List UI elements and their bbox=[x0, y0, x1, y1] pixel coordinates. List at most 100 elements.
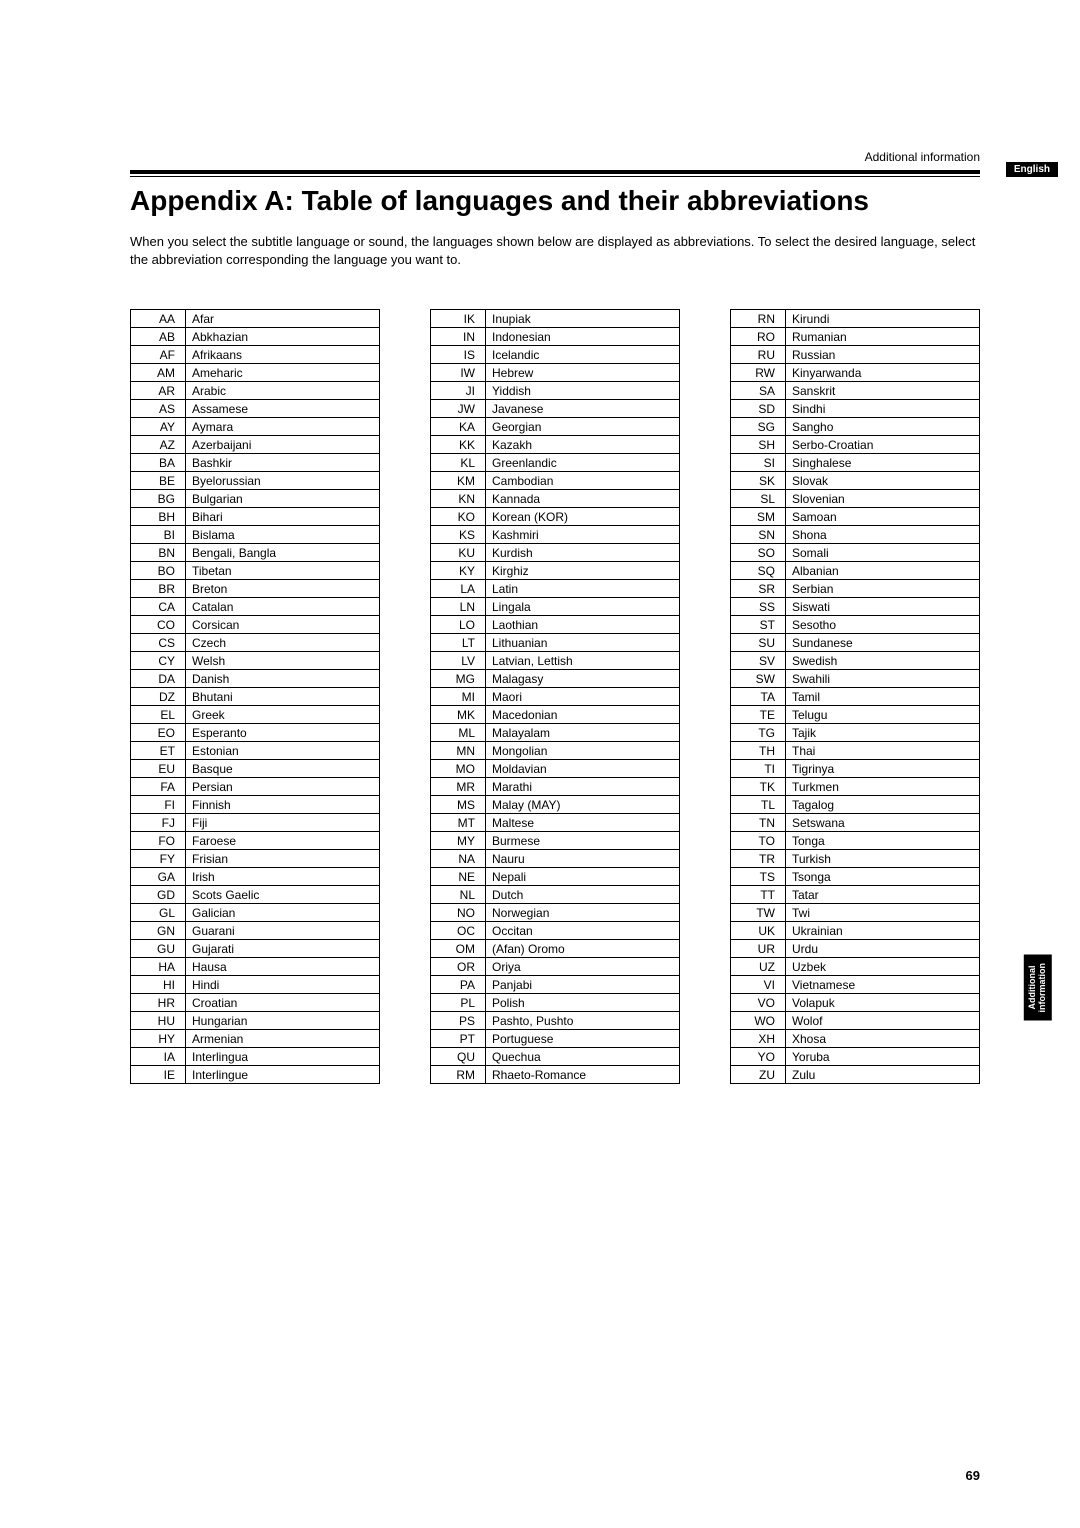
table-row: KLGreenlandic bbox=[431, 454, 680, 472]
lang-code: BR bbox=[131, 580, 186, 598]
table-row: BRBreton bbox=[131, 580, 380, 598]
lang-name: Urdu bbox=[786, 940, 980, 958]
lang-code: EU bbox=[131, 760, 186, 778]
lang-name: Icelandic bbox=[486, 346, 680, 364]
lang-code: TI bbox=[731, 760, 786, 778]
lang-name: Kazakh bbox=[486, 436, 680, 454]
table-row: MNMongolian bbox=[431, 742, 680, 760]
lang-name: Armenian bbox=[186, 1030, 380, 1048]
table-row: SWSwahili bbox=[731, 670, 980, 688]
lang-name: Cambodian bbox=[486, 472, 680, 490]
lang-code: SR bbox=[731, 580, 786, 598]
lang-code: XH bbox=[731, 1030, 786, 1048]
table-row: EOEsperanto bbox=[131, 724, 380, 742]
lang-name: Hebrew bbox=[486, 364, 680, 382]
lang-name: Kannada bbox=[486, 490, 680, 508]
lang-code: CO bbox=[131, 616, 186, 634]
table-row: GUGujarati bbox=[131, 940, 380, 958]
language-table-1: AAAfarABAbkhazianAFAfrikaansAMAmeharicAR… bbox=[130, 309, 380, 1084]
lang-code: JW bbox=[431, 400, 486, 418]
table-row: KNKannada bbox=[431, 490, 680, 508]
lang-code: ST bbox=[731, 616, 786, 634]
lang-name: Panjabi bbox=[486, 976, 680, 994]
lang-code: TL bbox=[731, 796, 786, 814]
lang-name: Galician bbox=[186, 904, 380, 922]
lang-code: EO bbox=[131, 724, 186, 742]
table-row: KYKirghiz bbox=[431, 562, 680, 580]
table-row: XHXhosa bbox=[731, 1030, 980, 1048]
table-row: NONorwegian bbox=[431, 904, 680, 922]
table-row: SLSlovenian bbox=[731, 490, 980, 508]
lang-name: Malagasy bbox=[486, 670, 680, 688]
table-row: KSKashmiri bbox=[431, 526, 680, 544]
lang-name: Greek bbox=[186, 706, 380, 724]
table-row: KKKazakh bbox=[431, 436, 680, 454]
lang-name: Sangho bbox=[786, 418, 980, 436]
table-row: ISIcelandic bbox=[431, 346, 680, 364]
lang-name: Turkmen bbox=[786, 778, 980, 796]
lang-code: IS bbox=[431, 346, 486, 364]
lang-name: Slovak bbox=[786, 472, 980, 490]
lang-name: Breton bbox=[186, 580, 380, 598]
language-badge: English bbox=[1006, 162, 1058, 177]
lang-code: KA bbox=[431, 418, 486, 436]
lang-name: Tamil bbox=[786, 688, 980, 706]
lang-name: Frisian bbox=[186, 850, 380, 868]
header: Additional information Appendix A: Table… bbox=[130, 150, 980, 217]
table-row: UZUzbek bbox=[731, 958, 980, 976]
table-row: SMSamoan bbox=[731, 508, 980, 526]
lang-name: Bashkir bbox=[186, 454, 380, 472]
table-row: LTLithuanian bbox=[431, 634, 680, 652]
table-row: HUHungarian bbox=[131, 1012, 380, 1030]
lang-code: AZ bbox=[131, 436, 186, 454]
lang-code: OC bbox=[431, 922, 486, 940]
lang-name: Finnish bbox=[186, 796, 380, 814]
lang-name: Volapuk bbox=[786, 994, 980, 1012]
lang-name: Albanian bbox=[786, 562, 980, 580]
table-row: TSTsonga bbox=[731, 868, 980, 886]
lang-code: GU bbox=[131, 940, 186, 958]
lang-code: LT bbox=[431, 634, 486, 652]
lang-name: Greenlandic bbox=[486, 454, 680, 472]
lang-code: UR bbox=[731, 940, 786, 958]
lang-name: Malayalam bbox=[486, 724, 680, 742]
lang-name: Serbian bbox=[786, 580, 980, 598]
table-row: TETelugu bbox=[731, 706, 980, 724]
lang-name: Samoan bbox=[786, 508, 980, 526]
lang-code: TN bbox=[731, 814, 786, 832]
lang-code: FY bbox=[131, 850, 186, 868]
lang-name: Tatar bbox=[786, 886, 980, 904]
table-row: ELGreek bbox=[131, 706, 380, 724]
page-number: 69 bbox=[966, 1468, 980, 1483]
lang-code: RM bbox=[431, 1066, 486, 1084]
lang-name: Georgian bbox=[486, 418, 680, 436]
lang-code: LV bbox=[431, 652, 486, 670]
lang-name: Vietnamese bbox=[786, 976, 980, 994]
lang-name: Thai bbox=[786, 742, 980, 760]
table-row: TTTatar bbox=[731, 886, 980, 904]
table-row: PLPolish bbox=[431, 994, 680, 1012]
table-row: WOWolof bbox=[731, 1012, 980, 1030]
lang-name: Ameharic bbox=[186, 364, 380, 382]
lang-name: Mongolian bbox=[486, 742, 680, 760]
lang-code: SA bbox=[731, 382, 786, 400]
lang-name: Twi bbox=[786, 904, 980, 922]
lang-name: Dutch bbox=[486, 886, 680, 904]
lang-name: Guarani bbox=[186, 922, 380, 940]
lang-name: Bhutani bbox=[186, 688, 380, 706]
table-row: BABashkir bbox=[131, 454, 380, 472]
lang-code: KO bbox=[431, 508, 486, 526]
lang-code: KL bbox=[431, 454, 486, 472]
table-row: HAHausa bbox=[131, 958, 380, 976]
breadcrumb: Additional information bbox=[130, 150, 980, 164]
lang-name: Basque bbox=[186, 760, 380, 778]
lang-code: SV bbox=[731, 652, 786, 670]
table-row: GAIrish bbox=[131, 868, 380, 886]
table-row: TATamil bbox=[731, 688, 980, 706]
lang-code: UZ bbox=[731, 958, 786, 976]
lang-code: YO bbox=[731, 1048, 786, 1066]
lang-code: AY bbox=[131, 418, 186, 436]
table-row: MYBurmese bbox=[431, 832, 680, 850]
lang-name: Kurdish bbox=[486, 544, 680, 562]
table-row: GLGalician bbox=[131, 904, 380, 922]
